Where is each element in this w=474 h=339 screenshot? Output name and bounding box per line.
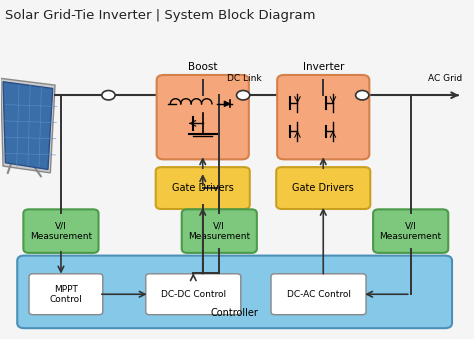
FancyBboxPatch shape — [271, 274, 366, 315]
Polygon shape — [3, 82, 53, 170]
Circle shape — [237, 91, 250, 100]
Text: MPPT
Control: MPPT Control — [50, 284, 82, 304]
Text: Gate Drivers: Gate Drivers — [292, 183, 354, 193]
FancyBboxPatch shape — [23, 210, 99, 253]
Text: Controller: Controller — [211, 308, 259, 318]
FancyBboxPatch shape — [29, 274, 103, 315]
FancyBboxPatch shape — [182, 210, 257, 253]
Text: Solar Grid-Tie Inverter | System Block Diagram: Solar Grid-Tie Inverter | System Block D… — [5, 9, 316, 22]
FancyBboxPatch shape — [156, 167, 250, 209]
FancyBboxPatch shape — [146, 274, 241, 315]
Text: Boost: Boost — [188, 62, 218, 72]
Text: DC-DC Control: DC-DC Control — [161, 290, 226, 299]
Text: Gate Drivers: Gate Drivers — [172, 183, 234, 193]
Text: Inverter: Inverter — [302, 62, 344, 72]
Text: V/I
Measurement: V/I Measurement — [30, 221, 92, 241]
FancyBboxPatch shape — [156, 75, 249, 159]
Text: DC-AC Control: DC-AC Control — [286, 290, 351, 299]
FancyBboxPatch shape — [17, 256, 452, 328]
Polygon shape — [0, 78, 55, 173]
FancyBboxPatch shape — [373, 210, 448, 253]
Polygon shape — [224, 101, 230, 106]
Text: V/I
Measurement: V/I Measurement — [188, 221, 250, 241]
FancyBboxPatch shape — [277, 75, 369, 159]
Circle shape — [356, 91, 369, 100]
Text: DC Link: DC Link — [227, 74, 261, 83]
Text: AC Grid: AC Grid — [428, 74, 462, 83]
FancyBboxPatch shape — [276, 167, 370, 209]
Circle shape — [102, 91, 115, 100]
Text: V/I
Measurement: V/I Measurement — [380, 221, 442, 241]
